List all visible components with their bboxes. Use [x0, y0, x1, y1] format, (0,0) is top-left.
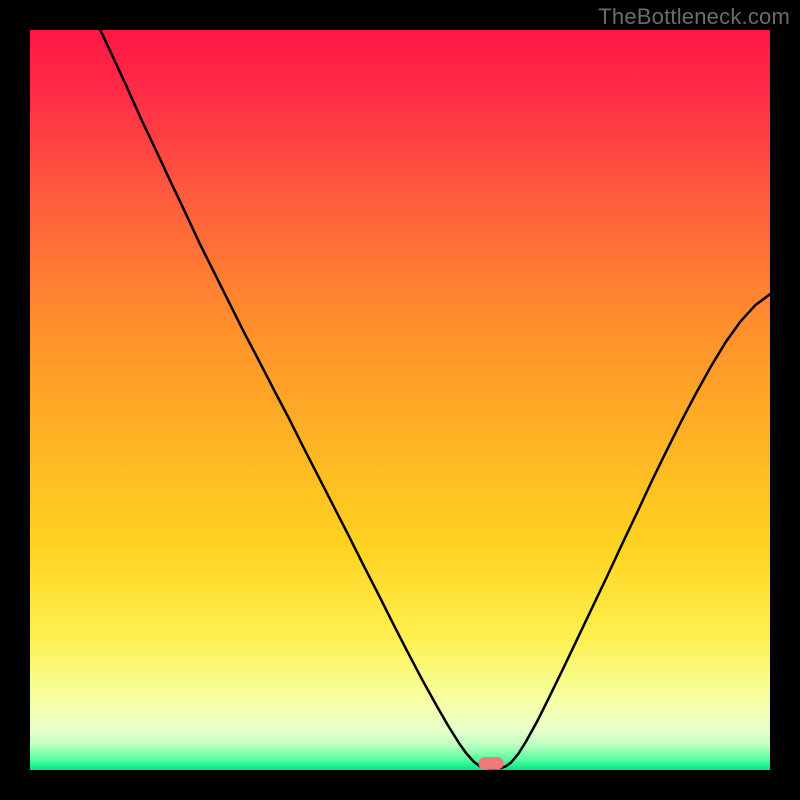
plot-background	[30, 30, 770, 770]
optimal-marker	[478, 757, 503, 770]
chart-canvas	[0, 0, 800, 800]
bottleneck-chart: TheBottleneck.com	[0, 0, 800, 800]
